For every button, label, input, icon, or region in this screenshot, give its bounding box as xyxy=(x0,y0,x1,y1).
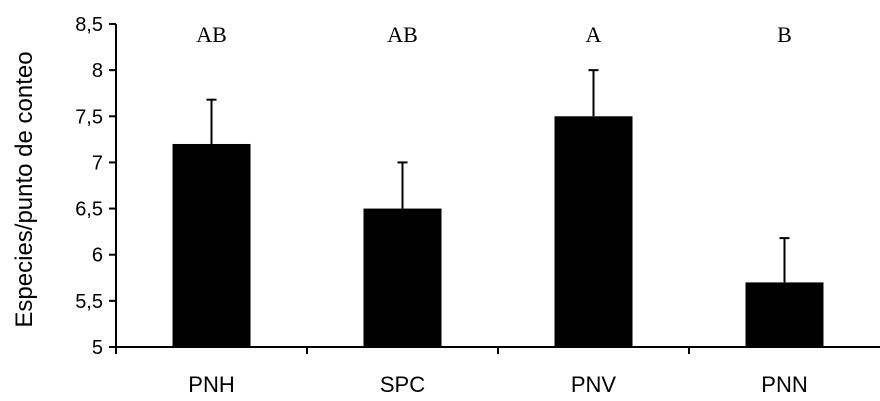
bar xyxy=(554,116,633,348)
significance-label: A xyxy=(586,22,602,47)
y-tick-label: 7,5 xyxy=(75,106,103,128)
x-tick-label: SPC xyxy=(380,372,425,397)
y-tick-label: 6 xyxy=(92,245,103,267)
y-tick-label: 6,5 xyxy=(75,199,103,221)
x-tick-label: PNV xyxy=(571,372,617,397)
y-tick-label: 5,5 xyxy=(75,291,103,313)
bar xyxy=(172,143,251,347)
significance-label: AB xyxy=(196,22,227,47)
y-tick-label: 5 xyxy=(92,337,103,359)
y-tick-label: 8 xyxy=(92,60,103,82)
labels-group: AB PNH AB SPC A PNV B PNN xyxy=(188,22,807,397)
significance-label: B xyxy=(777,22,792,47)
bars-group xyxy=(172,116,824,348)
y-tick-label: 7 xyxy=(92,152,103,174)
bar xyxy=(363,208,442,347)
bar xyxy=(745,282,824,347)
x-tick-label: PNN xyxy=(761,372,807,397)
significance-label: AB xyxy=(387,22,418,47)
y-tick-label: 8,5 xyxy=(75,14,103,36)
error-bars-group xyxy=(206,69,790,283)
y-axis-title: Especies/punto de conteo xyxy=(11,51,38,327)
x-tick-label: PNH xyxy=(188,372,234,397)
